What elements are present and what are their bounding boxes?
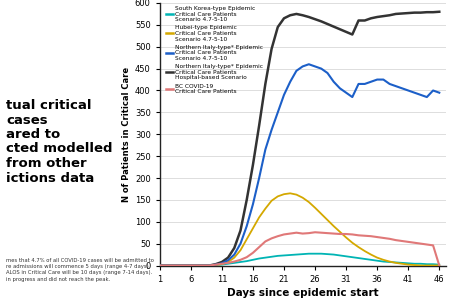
Y-axis label: N of Patients in Critical Care: N of Patients in Critical Care (122, 67, 130, 202)
Legend: South Korea-type Epidemic
Critical Care Patients
Scenario 4.7-5-10, Hubei-type E: South Korea-type Epidemic Critical Care … (166, 6, 263, 94)
X-axis label: Days since epidemic start: Days since epidemic start (227, 288, 378, 298)
Text: mes that 4.7% of all COVID-19 cases will be admitted to
re admissions will comme: mes that 4.7% of all COVID-19 cases will… (6, 258, 154, 282)
Text: tual critical
cases
ared to
cted modelled
from other
ictions data: tual critical cases ared to cted modelle… (6, 99, 113, 184)
